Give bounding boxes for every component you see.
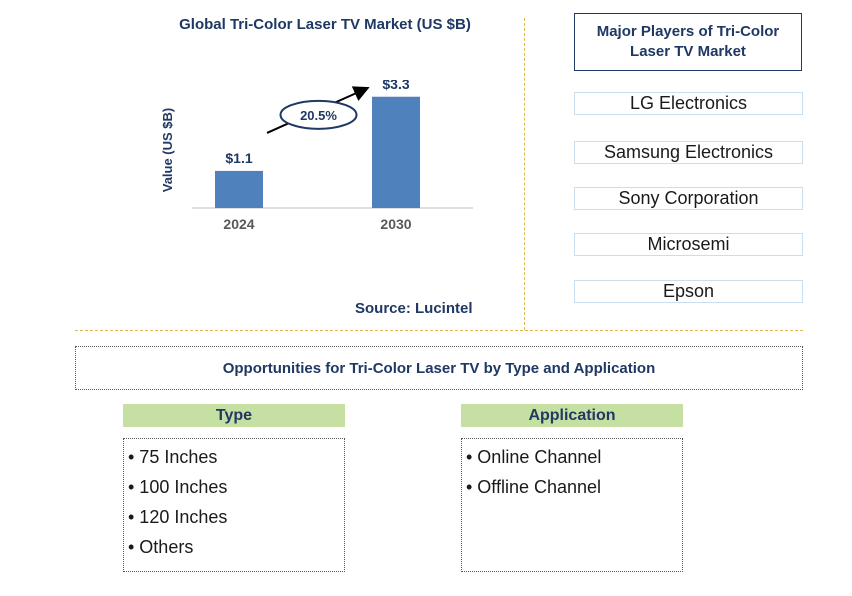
x-tick-label: 2030 — [380, 216, 411, 232]
y-axis-label: Value (US $B) — [160, 108, 175, 193]
application-list: • Online Channel • Offline Channel — [461, 438, 683, 572]
type-item: • Others — [128, 537, 194, 557]
x-tick-label: 2024 — [223, 216, 254, 232]
player-item: Sony Corporation — [574, 187, 803, 210]
horizontal-divider — [75, 330, 803, 331]
player-item: Microsemi — [574, 233, 803, 256]
type-item: • 100 Inches — [128, 477, 228, 497]
data-label: $1.1 — [225, 150, 252, 166]
opportunities-title: Opportunities for Tri-Color Laser TV by … — [75, 346, 803, 390]
growth-label: 20.5% — [300, 108, 337, 123]
type-item: • 120 Inches — [128, 507, 228, 527]
player-item: LG Electronics — [574, 92, 803, 115]
type-heading: Type — [123, 404, 345, 427]
application-item: • Online Channel — [466, 447, 602, 467]
player-item: Epson — [574, 280, 803, 303]
chart-title: Global Tri-Color Laser TV Market (US $B) — [179, 16, 471, 33]
type-list: • 75 Inches • 100 Inches • 120 Inches • … — [123, 438, 345, 572]
bar — [372, 96, 420, 208]
application-item: • Offline Channel — [466, 477, 602, 497]
type-item: • 75 Inches — [128, 447, 218, 467]
data-label: $3.3 — [382, 80, 409, 92]
bar-chart: Value (US $B) $1.1 2024 $3.3 2030 20.5% — [160, 80, 473, 232]
source-label: Source: Lucintel — [355, 300, 473, 317]
growth-ellipse — [279, 99, 358, 130]
bar — [215, 170, 263, 208]
application-heading: Application — [461, 404, 683, 427]
players-title: Major Players of Tri-Color Laser TV Mark… — [574, 13, 802, 71]
player-item: Samsung Electronics — [574, 141, 803, 164]
vertical-divider — [524, 18, 525, 330]
